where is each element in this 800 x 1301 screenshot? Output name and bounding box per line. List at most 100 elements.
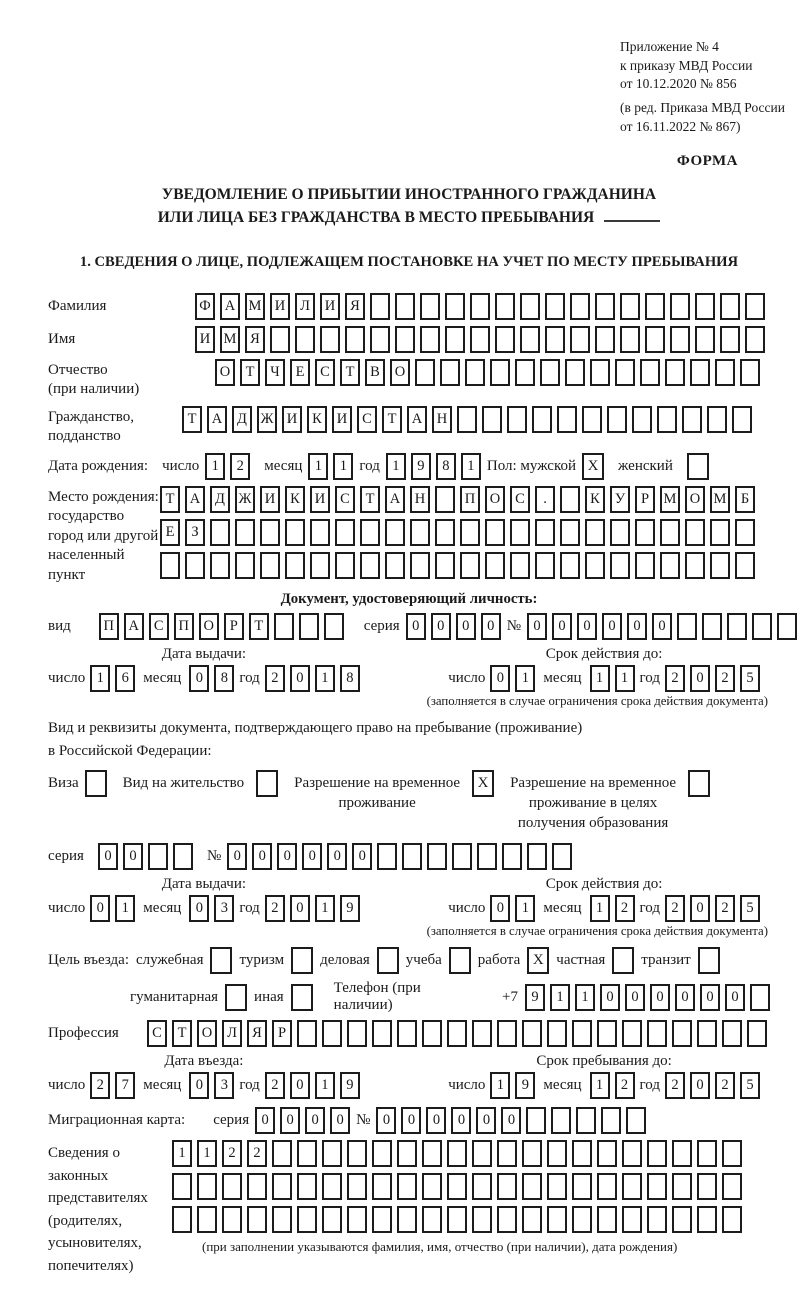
char-cell[interactable] [752, 613, 772, 641]
char-cell[interactable] [535, 518, 555, 546]
char-cell[interactable]: 0 [289, 895, 310, 923]
char-cell[interactable] [222, 1173, 242, 1201]
char-cell[interactable] [777, 613, 797, 641]
char-cell[interactable]: Б [735, 485, 755, 513]
char-cell[interactable] [532, 405, 552, 433]
char-cell[interactable] [377, 843, 398, 871]
char-cell[interactable] [320, 325, 340, 353]
char-cell[interactable] [427, 843, 448, 871]
char-cell[interactable] [197, 1206, 217, 1234]
purpose-commercial-checkbox[interactable] [376, 947, 399, 975]
char-cell[interactable] [322, 1020, 342, 1048]
char-cell[interactable] [647, 1206, 667, 1234]
char-cell[interactable]: В [365, 358, 385, 386]
char-cell[interactable]: 0 [327, 843, 348, 871]
char-cell[interactable]: 5 [740, 1072, 760, 1100]
char-cell[interactable] [347, 1020, 367, 1048]
char-cell[interactable] [322, 1173, 342, 1201]
char-cell[interactable]: О [485, 485, 505, 513]
char-cell[interactable] [572, 1173, 592, 1201]
char-cell[interactable]: 0 [289, 665, 310, 693]
char-cell[interactable] [585, 518, 605, 546]
char-cell[interactable] [235, 518, 255, 546]
char-cell[interactable] [297, 1173, 317, 1201]
char-cell[interactable]: С [335, 485, 355, 513]
char-cell[interactable]: С [510, 485, 530, 513]
char-cell[interactable]: 3 [214, 895, 235, 923]
char-cell[interactable]: 1 [589, 1072, 610, 1100]
purpose-private-checkbox[interactable] [612, 947, 635, 975]
char-cell[interactable]: 1 [314, 1072, 335, 1100]
temp-residence-checkbox[interactable]: X [472, 769, 495, 797]
char-cell[interactable] [535, 551, 555, 579]
char-cell[interactable] [695, 325, 715, 353]
char-cell[interactable] [247, 1206, 267, 1234]
char-cell[interactable]: 0 [690, 1072, 710, 1100]
char-cell[interactable]: Н [410, 485, 430, 513]
char-cell[interactable] [470, 292, 490, 320]
char-cell[interactable]: Д [232, 405, 252, 433]
char-cell[interactable] [415, 358, 435, 386]
char-cell[interactable] [707, 405, 727, 433]
char-cell[interactable] [435, 485, 455, 513]
char-cell[interactable] [385, 551, 405, 579]
char-cell[interactable]: 1 [308, 452, 329, 480]
char-cell[interactable]: С [357, 405, 377, 433]
char-cell[interactable] [660, 551, 680, 579]
char-cell[interactable]: 2 [715, 895, 735, 923]
char-cell[interactable] [597, 1020, 617, 1048]
char-cell[interactable] [472, 1173, 492, 1201]
char-cell[interactable] [457, 405, 477, 433]
char-cell[interactable] [682, 405, 702, 433]
char-cell[interactable]: С [147, 1020, 167, 1048]
char-cell[interactable]: И [310, 485, 330, 513]
char-cell[interactable]: 8 [339, 665, 360, 693]
char-cell[interactable]: 0 [700, 983, 720, 1011]
char-cell[interactable] [197, 1173, 217, 1201]
char-cell[interactable]: 0 [552, 613, 572, 641]
char-cell[interactable] [447, 1140, 467, 1168]
char-cell[interactable] [270, 325, 290, 353]
char-cell[interactable]: 8 [214, 665, 235, 693]
char-cell[interactable] [502, 843, 523, 871]
char-cell[interactable]: 2 [715, 1072, 735, 1100]
char-cell[interactable]: А [385, 485, 405, 513]
char-cell[interactable] [527, 843, 548, 871]
char-cell[interactable] [470, 325, 490, 353]
char-cell[interactable]: П [460, 485, 480, 513]
char-cell[interactable] [260, 551, 280, 579]
char-cell[interactable] [345, 325, 365, 353]
char-cell[interactable] [622, 1173, 642, 1201]
char-cell[interactable] [645, 325, 665, 353]
char-cell[interactable] [420, 325, 440, 353]
char-cell[interactable]: Д [210, 485, 230, 513]
char-cell[interactable] [520, 325, 540, 353]
char-cell[interactable]: Е [160, 518, 180, 546]
char-cell[interactable]: Ж [257, 405, 277, 433]
char-cell[interactable] [295, 325, 315, 353]
char-cell[interactable]: 9 [525, 983, 545, 1011]
birth-place-row3-cells[interactable] [160, 551, 755, 579]
representatives-row2-cells[interactable] [172, 1173, 742, 1201]
char-cell[interactable]: Я [247, 1020, 267, 1048]
char-cell[interactable]: 2 [90, 1072, 111, 1100]
char-cell[interactable]: 0 [352, 843, 373, 871]
char-cell[interactable]: 0 [305, 1107, 326, 1135]
char-cell[interactable]: 0 [451, 1107, 472, 1135]
char-cell[interactable]: Ж [235, 485, 255, 513]
char-cell[interactable]: Р [635, 485, 655, 513]
char-cell[interactable] [597, 1206, 617, 1234]
char-cell[interactable] [597, 1140, 617, 1168]
char-cell[interactable]: 1 [90, 665, 111, 693]
char-cell[interactable]: М [220, 325, 240, 353]
char-cell[interactable] [570, 292, 590, 320]
